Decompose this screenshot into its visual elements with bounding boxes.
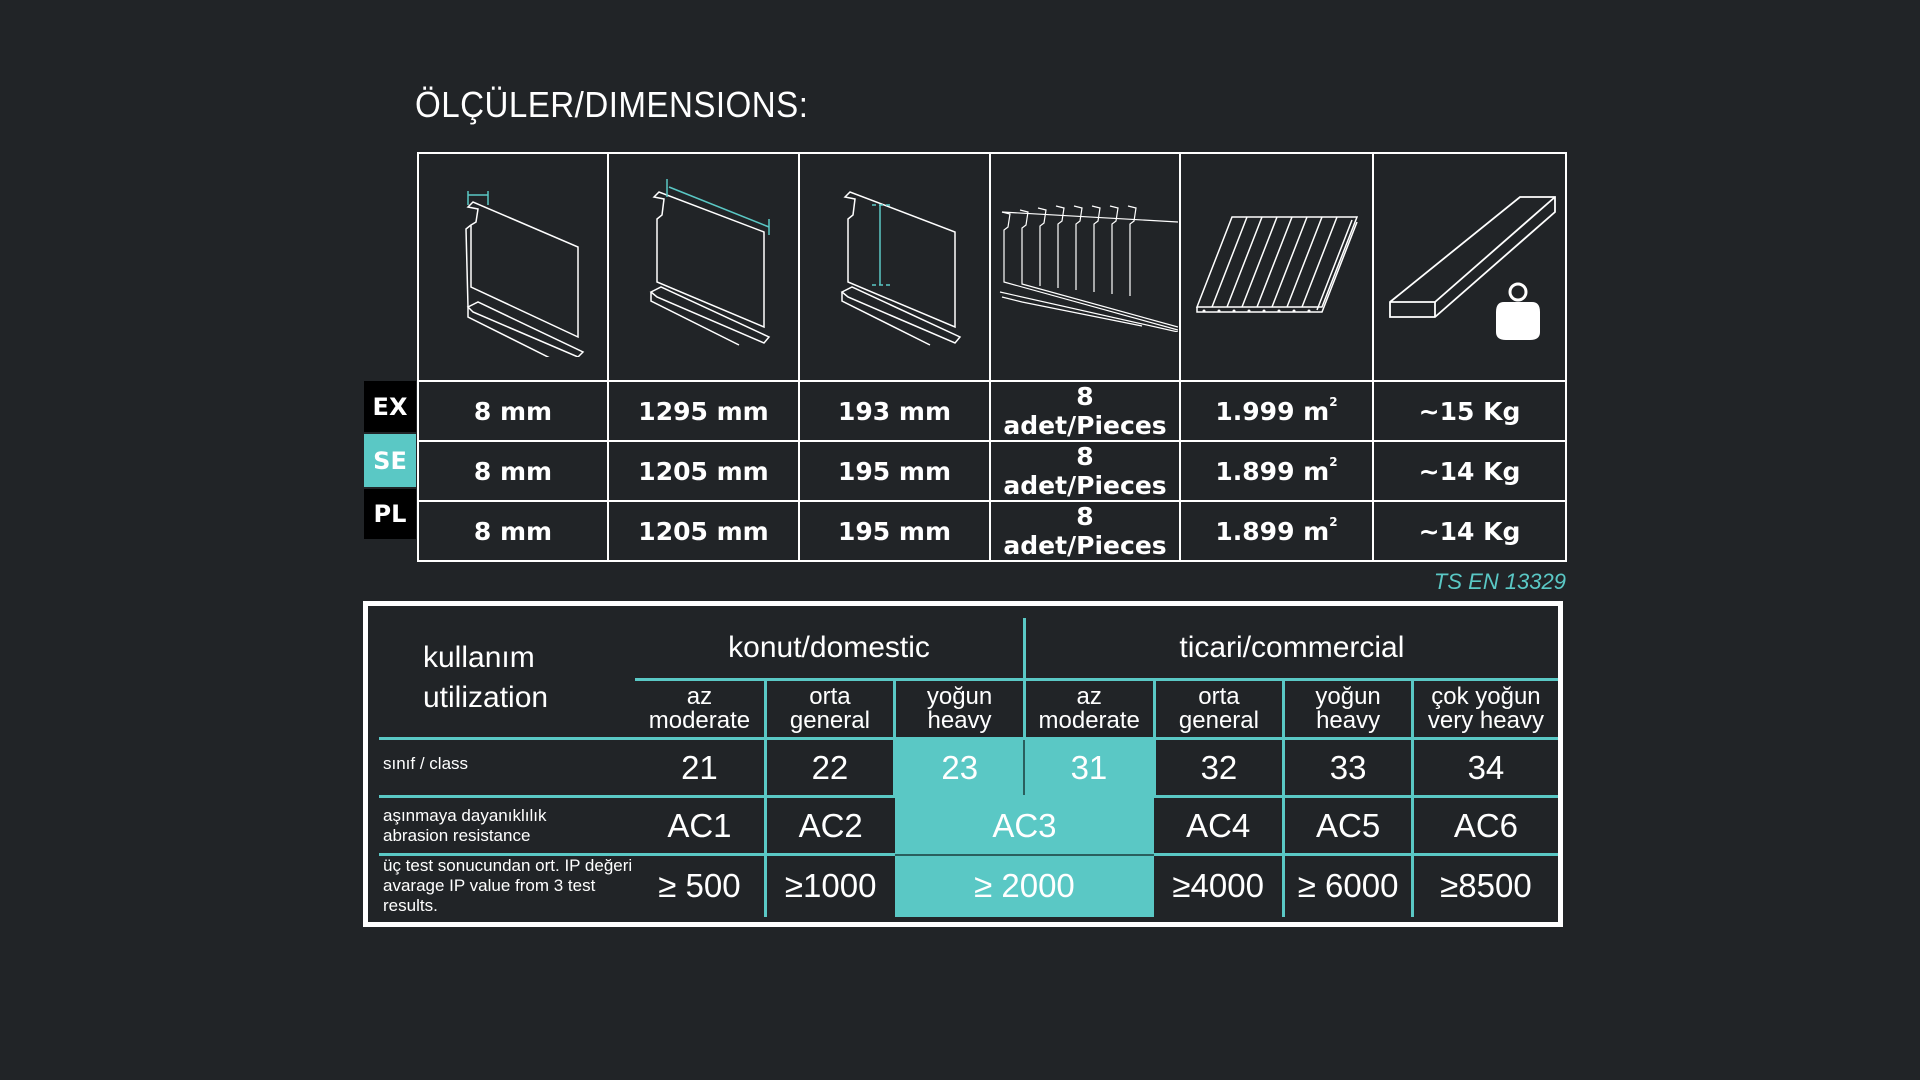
level-domestic-heavy: yoğun heavy	[893, 679, 1025, 740]
class-23: 23	[893, 738, 1026, 798]
thickness-panel-icon	[417, 152, 609, 382]
level-commercial-very-heavy: çok yoğun very heavy	[1410, 679, 1558, 740]
ex-area: 1.999 m2	[1179, 380, 1374, 442]
length-panel-icon	[607, 152, 800, 382]
page-title: ÖLÇÜLER/DIMENSIONS:	[415, 84, 809, 125]
row-tag-se: SE	[364, 434, 416, 487]
pl-area: 1.899 m2	[1179, 500, 1374, 562]
pl-thickness: 8 mm	[417, 500, 609, 562]
class-21: 21	[635, 738, 766, 798]
abrasion-ac6: AC6	[1410, 796, 1558, 856]
ip-2000: ≥ 2000	[894, 854, 1155, 917]
abrasion-ac2: AC2	[763, 796, 895, 856]
ip-value-label: üç test sonucundan ort. IP değeri avarag…	[383, 856, 633, 916]
group-domestic: konut/domestic	[635, 618, 1025, 681]
se-pieces: 8 adet/Pieces	[989, 440, 1181, 502]
ex-pieces: 8 adet/Pieces	[989, 380, 1181, 442]
ip-500: ≥ 500	[658, 867, 741, 905]
level-commercial-heavy: yoğun heavy	[1282, 679, 1413, 740]
level-domestic-general: orta general	[763, 679, 895, 740]
abrasion-ac5: AC5	[1282, 796, 1413, 856]
ip-6000: ≥ 6000	[1282, 854, 1413, 917]
ex-width: 193 mm	[798, 380, 991, 442]
ip-4000: ≥4000	[1172, 867, 1264, 905]
se-weight: ~14 Kg	[1372, 440, 1567, 502]
level-commercial-moderate: az moderate	[1022, 679, 1155, 740]
se-width: 195 mm	[798, 440, 991, 502]
weight-icon	[1372, 152, 1567, 382]
pl-pieces: 8 adet/Pieces	[989, 500, 1181, 562]
abrasion-label: aşınmaya dayanıklılık abrasion resistanc…	[379, 796, 636, 856]
pl-width: 195 mm	[798, 500, 991, 562]
utilization-label: kullanım utilization	[379, 618, 636, 740]
pl-length: 1205 mm	[607, 500, 800, 562]
class-31: 31	[1024, 738, 1155, 798]
abrasion-ac1: AC1	[635, 796, 766, 856]
dimensions-table: 8 mm 1295 mm 193 mm 8 adet/Pieces 1.999 …	[417, 152, 1567, 562]
class-33: 33	[1282, 738, 1413, 798]
class-34: 34	[1410, 738, 1558, 798]
class-22: 22	[763, 738, 895, 798]
area-surface-icon	[1179, 152, 1374, 382]
abrasion-ac3: AC3	[894, 795, 1155, 856]
level-commercial-general: orta general	[1152, 679, 1284, 740]
se-length: 1205 mm	[607, 440, 800, 502]
class-label: sınıf / class	[379, 738, 636, 798]
width-panel-icon	[798, 152, 991, 382]
ip-1000: ≥1000	[763, 854, 895, 917]
group-commercial: ticari/commercial	[1022, 618, 1558, 681]
ex-length: 1295 mm	[607, 380, 800, 442]
class-32: 32	[1152, 738, 1284, 798]
ex-thickness: 8 mm	[417, 380, 609, 442]
standard-label: TS EN 13329	[1433, 569, 1566, 594]
level-domestic-moderate: az moderate	[635, 679, 766, 740]
row-tag-pl: PL	[364, 489, 416, 539]
pl-weight: ~14 Kg	[1372, 500, 1567, 562]
se-area: 1.899 m2	[1179, 440, 1374, 502]
se-thickness: 8 mm	[417, 440, 609, 502]
pieces-stack-icon	[989, 152, 1181, 382]
ip-8500: ≥8500	[1410, 854, 1558, 917]
utilization-table: kullanım utilization konut/domestic tica…	[379, 618, 1558, 917]
abrasion-ac4: AC4	[1154, 796, 1284, 856]
utilization-panel: kullanım utilization konut/domestic tica…	[363, 601, 1563, 927]
row-tag-ex: EX	[364, 381, 416, 432]
ex-weight: ~15 Kg	[1372, 380, 1567, 442]
